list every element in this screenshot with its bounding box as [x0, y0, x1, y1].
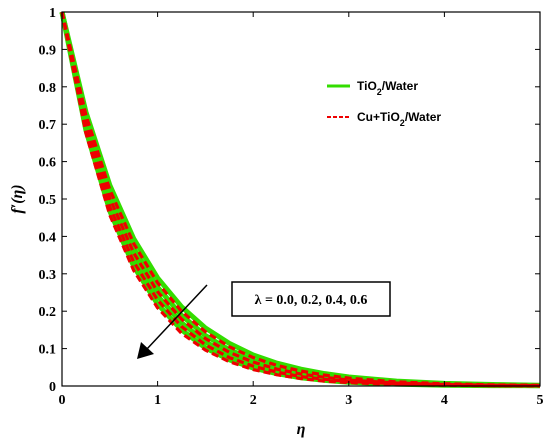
- y-tick-label-7: 0.7: [39, 118, 57, 133]
- arrow-head: [137, 342, 154, 359]
- y-tick-label-1: 0.1: [39, 343, 57, 358]
- y-tick-label-10: 1: [49, 6, 56, 21]
- legend-label-tio2-sub: 2: [377, 87, 382, 97]
- annotation-box: [231, 281, 391, 317]
- arrow-line: [145, 284, 208, 351]
- y-tick-label-5: 0.5: [39, 193, 57, 208]
- series-layer: [59, 11, 541, 389]
- y-tick-label-2: 0.2: [39, 305, 57, 320]
- y-axis-label: f′(η): [9, 184, 26, 213]
- y-tick-label-0: 0: [49, 380, 56, 395]
- legend-label-cu-sub: 2: [400, 118, 405, 128]
- x-tick-label-2: 2: [250, 393, 257, 408]
- x-axis-label: η: [297, 421, 306, 438]
- x-tick-label-4: 4: [441, 393, 448, 408]
- x-tick-label-0: 0: [59, 393, 66, 408]
- legend-box: [318, 68, 508, 128]
- series-line-tio2-lambda-0: [59, 11, 541, 388]
- x-tick-label-5: 5: [537, 393, 544, 408]
- x-tick-label-3: 3: [345, 393, 352, 408]
- series-line-cu-tio2-lambda-0-6: [60, 11, 541, 388]
- y-tick-label-8: 0.8: [39, 81, 57, 96]
- ticks-layer: 0 1 2 3 4 5 0 0.1 0.2 0.3 0.4 0.5 0.6 0.7 0.8 0.9 1: [39, 6, 544, 408]
- series-line-cu-tio2-lambda-0: [60, 11, 541, 387]
- legend-label-tio2-rest: /Water: [382, 79, 419, 93]
- y-tick-label-9: 0.9: [39, 43, 57, 58]
- series-line-cu-tio2-lambda-0-2: [60, 11, 541, 388]
- legend-label-tio2-water: TiO2/Water: [357, 79, 418, 97]
- legend-label-cu-rest: /Water: [405, 110, 442, 124]
- legend-label-tio2-main: TiO: [357, 79, 377, 93]
- legend-label-cu-tio2-water: Cu+TiO2/Water: [357, 110, 441, 128]
- legend-label-cu-main: Cu+TiO: [357, 110, 400, 124]
- y-tick-label-6: 0.6: [39, 156, 57, 171]
- x-tick-label-1: 1: [154, 393, 161, 408]
- legend: TiO2/Water Cu+TiO2/Water: [318, 68, 508, 128]
- lambda-annotation: λ = 0.0, 0.2, 0.4, 0.6: [137, 281, 391, 359]
- y-tick-label-4: 0.4: [39, 230, 57, 245]
- y-tick-label-3: 0.3: [39, 268, 57, 283]
- annotation-text: λ = 0.0, 0.2, 0.4, 0.6: [255, 293, 368, 308]
